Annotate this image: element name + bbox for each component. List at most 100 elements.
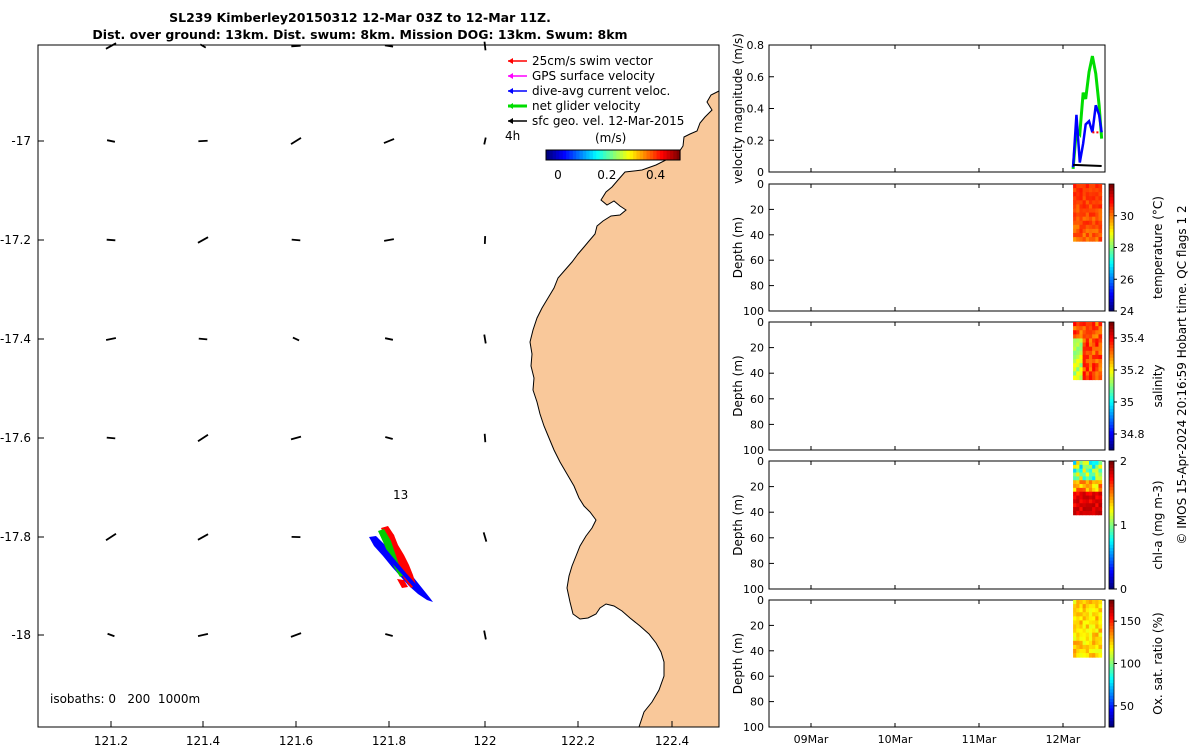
heatmap-cell <box>1088 491 1093 497</box>
panel-colorbar-segment <box>1109 206 1114 210</box>
panel-colorbar-segment <box>1109 307 1114 312</box>
heatmap-cell <box>1076 237 1080 242</box>
heatmap-cell <box>1076 624 1080 630</box>
heatmap-cell <box>1085 228 1090 234</box>
heatmap-cell <box>1098 616 1103 621</box>
panel-3: 0 20 40 60 80 100 Depth (m) 34.8 35 35.2 35.4 salin… <box>731 316 1165 457</box>
colorbar-segment <box>582 150 587 160</box>
heatmap-cell <box>1076 204 1080 209</box>
heatmap-cell <box>1082 192 1087 197</box>
heatmap-cell <box>1073 484 1077 489</box>
heatmap-cell <box>1085 220 1090 226</box>
heatmap-cell <box>1076 461 1080 466</box>
panel-colorbar-segment <box>1109 682 1114 687</box>
heatmap-cell <box>1076 363 1080 368</box>
heatmap-cell <box>1095 653 1099 658</box>
panel-colorbar-segment <box>1109 657 1114 661</box>
y-axis-label: Depth (m) <box>731 217 745 278</box>
heatmap-cell <box>1095 375 1099 381</box>
heatmap-cell <box>1085 188 1090 193</box>
heatmap-cell <box>1082 468 1087 474</box>
panel-colorbar-segment <box>1109 720 1114 725</box>
panel-colorbar-segment <box>1109 237 1114 242</box>
heatmap-cell <box>1079 228 1084 234</box>
geo-velocity-arrow <box>197 533 209 541</box>
heatmap-cell <box>1082 632 1087 638</box>
heatmap-cell <box>1098 338 1103 344</box>
lon-tick-label: 121.4 <box>186 734 220 748</box>
y-tick-label: 100 <box>743 444 764 457</box>
panel-colorbar-segment <box>1109 373 1114 377</box>
geo-velocity-arrow <box>483 630 487 640</box>
heatmap-cell <box>1076 200 1080 205</box>
y-tick-label: 40 <box>750 367 764 380</box>
panel-colorbar-segment <box>1109 576 1114 580</box>
colorbar-segment <box>609 150 614 160</box>
y-tick-label: 0.2 <box>747 134 765 147</box>
heatmap-cell <box>1085 628 1090 634</box>
heatmap-cell <box>1076 507 1080 512</box>
panel-colorbar-segment <box>1109 669 1114 674</box>
heatmap-cell <box>1073 188 1077 193</box>
panel-colorbar-segment <box>1109 411 1114 416</box>
heatmap-cell <box>1095 192 1099 197</box>
heatmap-cell <box>1079 322 1084 327</box>
heatmap-cell <box>1085 237 1090 242</box>
heatmap-cell <box>1082 338 1087 344</box>
heatmap-cell <box>1073 648 1077 654</box>
heatmap-cell <box>1085 371 1090 376</box>
lat-tick-label: -17 <box>11 134 31 148</box>
colorbar-segment <box>572 150 577 160</box>
colorbar-segment <box>602 150 607 160</box>
heatmap-cell <box>1073 350 1077 356</box>
panel-colorbar-segment <box>1109 424 1114 429</box>
panel-colorbar-segment <box>1109 263 1114 268</box>
heatmap-cell <box>1085 330 1090 335</box>
panel-colorbar-segment <box>1109 370 1114 374</box>
heatmap-cell <box>1085 342 1090 348</box>
heatmap-cell <box>1092 644 1096 650</box>
heatmap-cell <box>1098 200 1103 205</box>
heatmap-cell <box>1095 644 1099 650</box>
panel-colorbar-segment <box>1109 266 1114 271</box>
heatmap-cell <box>1073 334 1077 339</box>
panel-colorbar-segment <box>1109 579 1114 584</box>
panel-colorbar-segment <box>1109 486 1114 491</box>
chart-title-line-2: Dist. over ground: 13km. Dist. swum: 8km… <box>92 27 628 42</box>
panel-colorbar-segment <box>1109 505 1114 510</box>
panel-colorbar-segment <box>1109 257 1114 261</box>
heatmap-cell <box>1092 653 1096 658</box>
colorbar-label: chl-a (mg m-3) <box>1151 480 1165 569</box>
heatmap-cell <box>1073 640 1077 646</box>
panel-colorbar-segment <box>1109 470 1114 475</box>
panel-colorbar-segment <box>1109 328 1114 333</box>
heatmap-cell <box>1079 612 1084 617</box>
legend-entry-label: 25cm/s swim vector <box>532 54 653 68</box>
panel-colorbar-segment <box>1109 512 1114 516</box>
heatmap-cell <box>1082 648 1087 654</box>
heatmap-cell <box>1085 644 1090 650</box>
panel-colorbar-segment <box>1109 717 1114 722</box>
heatmap-cell <box>1082 346 1087 352</box>
colorbar-segment <box>599 150 604 160</box>
heatmap-cell <box>1079 653 1084 658</box>
heatmap-cell <box>1079 476 1084 481</box>
geo-velocity-arrow <box>291 44 301 48</box>
heatmap-cell <box>1098 608 1103 613</box>
heatmap-cell <box>1088 464 1093 470</box>
heatmap-cell <box>1085 350 1090 356</box>
heatmap-cell <box>1092 636 1096 642</box>
heatmap-cell <box>1092 620 1096 625</box>
heatmap-cell <box>1079 192 1084 197</box>
colorbar-segment <box>666 150 671 160</box>
heatmap-cell <box>1073 224 1077 230</box>
heatmap-cell <box>1095 204 1099 209</box>
heatmap-cell <box>1092 468 1096 474</box>
heatmap-cell <box>1098 375 1103 381</box>
heatmap-cell <box>1095 464 1099 470</box>
legend-entry-label: dive-avg current veloc. <box>532 84 670 98</box>
heatmap-cell <box>1092 334 1096 339</box>
colorbar-tick-label: 24 <box>1120 305 1134 318</box>
panel-colorbar-segment <box>1109 376 1114 381</box>
panel-colorbar-segment <box>1109 291 1114 296</box>
